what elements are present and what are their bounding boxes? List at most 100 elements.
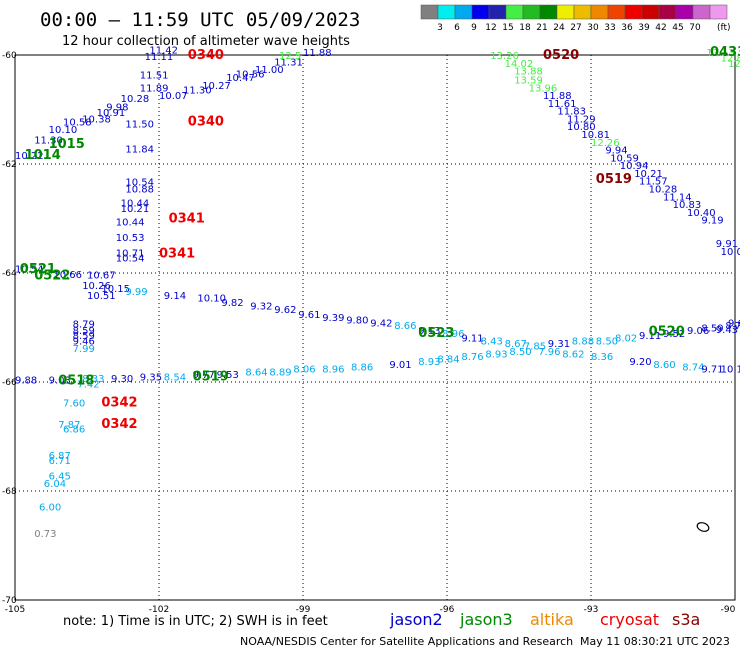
wave-height-value: 10.66 xyxy=(53,270,82,281)
pass-time-label: 0520 xyxy=(649,325,685,340)
legend-swatch xyxy=(658,4,677,20)
color-legend: 3 6 9 12 15 18 21 24 27 30 33 36 39 42 45 70 (ft) xyxy=(420,4,731,33)
legend-tick-label: 21 xyxy=(536,23,547,33)
wave-height-value: 7.42 xyxy=(77,379,99,390)
wave-height-value: 8.67 xyxy=(505,339,527,350)
wave-height-value: 10.21 xyxy=(121,204,150,215)
wave-height-value: 12.5 xyxy=(728,59,740,70)
legend-tick-label: 3 xyxy=(437,23,443,33)
pass-time-label: 1015 xyxy=(49,137,85,152)
wave-height-value: 8.54 xyxy=(164,372,186,383)
satellite-name-jason2: jason2 xyxy=(389,610,443,629)
wave-height-value: 10.28 xyxy=(649,184,678,195)
wave-height-value: 10.47 xyxy=(226,73,255,84)
wave-height-value: 8.74 xyxy=(682,363,704,374)
wave-height-value: 8.93 xyxy=(418,357,440,368)
legend-swatch xyxy=(709,4,728,20)
wave-height-value: 10.21 xyxy=(634,169,663,180)
wave-height-value: 9.06 xyxy=(687,326,709,337)
pass-time-label: 0523 xyxy=(418,326,454,341)
wave-height-value: 11.84 xyxy=(125,145,154,156)
wave-height-value: 11.50 xyxy=(125,119,154,130)
wave-height-value: 10.83 xyxy=(673,200,702,211)
longitude-tick-label: -96 xyxy=(440,605,455,615)
wave-height-value: 13.88 xyxy=(514,67,543,78)
legend-swatch xyxy=(420,4,439,20)
wave-height-value: 9.43 xyxy=(716,325,738,336)
wave-height-value: 8.06 xyxy=(293,365,315,376)
wave-height-value: 11.88 xyxy=(303,48,332,59)
wave-height-value: 10.38 xyxy=(82,115,111,126)
legend-swatch xyxy=(556,4,575,20)
wave-height-value: 9.42 xyxy=(370,318,392,329)
legend-swatch xyxy=(471,4,490,20)
wave-height-value: 9.35 xyxy=(140,372,162,383)
satellite-key: jason2 jason3 altika cryosat s3a xyxy=(389,610,700,629)
credit-org: NOAA/NESDIS Center for Satellite Applica… xyxy=(240,635,573,648)
wave-height-value: 8.96 xyxy=(442,329,464,340)
pass-time-label: 0340 xyxy=(188,114,224,129)
pass-time-label: 0518 xyxy=(58,374,94,389)
wave-height-value: 6.87 xyxy=(49,451,71,462)
wave-height-value: 10.22 xyxy=(15,151,44,162)
wave-height-value: 9.80 xyxy=(346,316,368,327)
legend-swatch xyxy=(624,4,643,20)
wave-height-value: 7.60 xyxy=(63,399,85,410)
longitude-tick-label: -102 xyxy=(149,605,169,615)
wave-height-value: 10.26 xyxy=(82,281,111,292)
wave-height-value: 10.10 xyxy=(721,365,740,376)
wave-height-value: 9.62 xyxy=(274,305,296,316)
legend-tick-label: 39 xyxy=(638,23,650,33)
legend-unit-label: (ft) xyxy=(717,23,731,33)
wave-height-value: 9.13 xyxy=(418,326,440,337)
wave-height-value: 13.13 xyxy=(706,48,735,59)
wave-height-value: 8.86 xyxy=(351,363,373,374)
wave-height-value: 9.03 xyxy=(49,376,71,387)
legend-tick-label: 18 xyxy=(519,23,531,33)
wave-height-value: 9.91 xyxy=(716,239,738,250)
wave-height-value: 6.00 xyxy=(39,503,61,514)
wave-height-value: 11.31 xyxy=(274,57,303,68)
wave-height-value: 11.51 xyxy=(140,70,169,81)
longitude-tick-label: -93 xyxy=(584,605,599,615)
wave-height-value: 9.88 xyxy=(15,376,37,387)
wave-height-value: 9.20 xyxy=(629,357,651,368)
wave-height-value: 9.11 xyxy=(461,334,483,345)
wave-height-value: 9.61 xyxy=(298,310,320,321)
wave-height-value: 9.99 xyxy=(125,287,147,298)
wave-height-value: 9.77 xyxy=(193,370,215,381)
pass-time-label: 0519 xyxy=(193,369,229,384)
wave-height-value: 8.50 xyxy=(509,347,531,358)
wave-height-value: 9.39 xyxy=(322,313,344,324)
wave-height-value: 10.91 xyxy=(97,108,126,119)
wave-height-value: 0.73 xyxy=(34,529,56,540)
wave-height-value: 6.45 xyxy=(49,472,71,483)
wave-height-value: 10.54 xyxy=(116,254,145,265)
island-outline xyxy=(696,522,710,532)
wave-height-value: 12.26 xyxy=(591,138,620,149)
wave-height-value: 12.8 xyxy=(721,54,740,65)
wave-height-value: 9.53 xyxy=(217,370,239,381)
legend-tick-label: 9 xyxy=(471,23,477,33)
wave-height-value: 13.26 xyxy=(490,51,519,62)
legend-swatch xyxy=(692,4,711,20)
wave-height-value: 11.30 xyxy=(34,135,63,146)
pass-time-label: 1014 xyxy=(25,148,61,163)
wave-height-value: 11.14 xyxy=(663,193,692,204)
legend-tick-label: 30 xyxy=(587,23,599,33)
wave-height-value: 6.71 xyxy=(49,456,71,467)
wave-height-value: 11.29 xyxy=(567,115,596,126)
latitude-tick-label: -60 xyxy=(2,51,17,61)
latitude-tick-label: -62 xyxy=(2,160,17,170)
wave-height-value: 10.27 xyxy=(202,81,231,92)
wave-height-value: 9.94 xyxy=(605,146,627,157)
wave-height-value: 10.10 xyxy=(49,125,78,136)
legend-swatch xyxy=(641,4,660,20)
wave-height-value: 10.07 xyxy=(721,247,740,258)
wave-height-value: 11.88 xyxy=(543,91,572,102)
wave-height-value: 8.64 xyxy=(245,367,267,378)
pass-time-label: 0342 xyxy=(101,417,137,432)
wave-height-value: 10.56 xyxy=(236,69,265,80)
